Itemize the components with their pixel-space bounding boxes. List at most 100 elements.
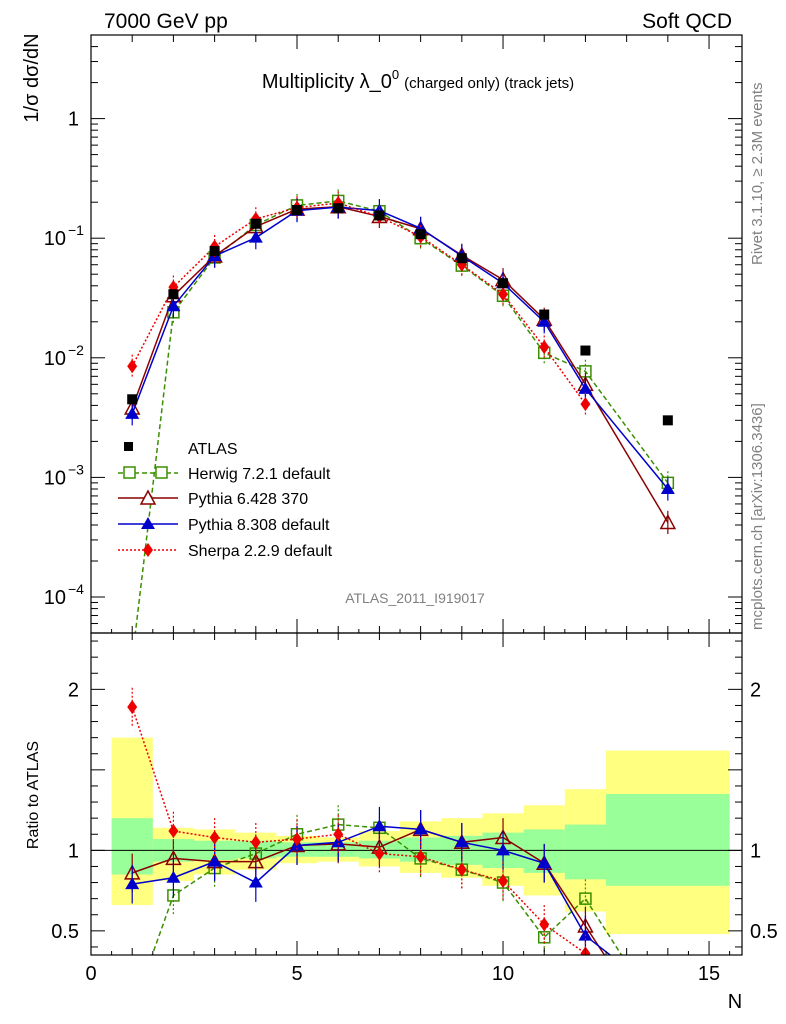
ratio-plot-area: 0 5 10 15 0.5 0.5 1 1 2 2 (51, 632, 778, 1017)
main-series-2 (123, 195, 677, 535)
plot-title: Multiplicity λ_00 (charged only) (track j… (262, 67, 574, 93)
header-right: Soft QCD (642, 10, 732, 33)
main-point-0-6 (374, 210, 385, 221)
ratio-series-4 (127, 687, 591, 955)
legend-entry-atlas: ATLAS (124, 441, 238, 458)
title-main: Multiplicity λ_0 (262, 71, 392, 93)
ratio-point-3-9 (496, 843, 511, 856)
ratio-ytick-label-r-2: 2 (750, 679, 761, 701)
main-line-4 (131, 202, 587, 405)
ratio-ytick-label-1: 1 (68, 840, 79, 862)
ratio-point-4-1 (168, 824, 179, 839)
main-ytick-label-1: 10 (44, 467, 66, 489)
main-point-0-4 (292, 205, 303, 216)
ratio-xtick-label-15: 15 (698, 963, 720, 985)
legend-marker-pythia8 (141, 517, 155, 529)
main-point-1-0 (127, 654, 138, 665)
legend-label-sherpa: Sherpa 2.2.9 default (188, 543, 333, 560)
legend-label-atlas: ATLAS (188, 441, 238, 458)
ratio-xtick-label-5: 5 (291, 963, 302, 985)
mcplots-label: mcplots.cern.ch [arXiv:1306.3436] (749, 403, 766, 630)
ratio-point-4-2 (209, 830, 220, 845)
legend-label-pythia8: Pythia 8.308 default (188, 517, 330, 534)
main-point-3-10 (537, 314, 552, 327)
main-point-0-3 (250, 218, 261, 229)
ratio-point-3-3 (248, 875, 263, 888)
ratio-point-4-7 (415, 849, 426, 864)
main-ytick-exp-1: −3 (68, 461, 84, 477)
legend-marker-pythia6 (139, 489, 157, 505)
main-point-0-12 (662, 415, 673, 426)
ratio-band-inner-12 (606, 794, 730, 886)
main-point-0-8 (456, 253, 467, 264)
ratio-point-4-3 (250, 835, 261, 850)
legend-marker-atlas (124, 442, 133, 451)
ratio-line-4 (131, 706, 586, 955)
main-series-0 (127, 203, 673, 426)
legend-label-pythia6: Pythia 6.428 370 (188, 491, 308, 508)
ratio-point-1-11 (579, 892, 592, 905)
legend-marker-sherpa (143, 543, 153, 557)
ratio-ytick-label-0.5: 0.5 (51, 921, 79, 943)
ratio-point-3-7 (413, 822, 428, 835)
ratio-point-3-2 (207, 854, 222, 867)
ratio-point-4-5 (333, 827, 344, 842)
ratio-point-3-10 (537, 856, 552, 869)
main-ylabel: 1/σ dσ/dN (21, 33, 43, 122)
main-point-3-0 (125, 406, 140, 419)
ratio-ytick-label-r-1: 1 (750, 840, 761, 862)
ratio-point-4-9 (498, 873, 509, 888)
main-point-0-1 (168, 289, 179, 300)
analysis-watermark: ATLAS_2011_I919017 (345, 590, 485, 606)
main-point-0-10 (539, 309, 550, 320)
ratio-point-4-4 (292, 832, 303, 847)
legend-label-herwig: Herwig 7.2.1 default (188, 466, 331, 483)
ratio-point-3-1 (166, 870, 181, 883)
ratio-ylabel: Ratio to ATLAS (25, 741, 42, 849)
main-point-4-9 (498, 287, 509, 302)
main-point-0-2 (209, 246, 220, 257)
main-ytick-exp-2: −2 (68, 342, 84, 358)
main-point-3-11 (578, 381, 593, 394)
main-point-4-0 (127, 359, 138, 374)
ratio-ytick-label-2: 2 (68, 679, 79, 701)
ratio-point-3-0 (125, 877, 140, 890)
main-point-2-12 (659, 513, 677, 530)
main-point-3-1 (166, 299, 181, 312)
ratio-point-4-8 (456, 862, 467, 877)
rivet-label: Rivet 3.1.10, ≥ 2.3M events (749, 83, 766, 266)
main-point-0-11 (580, 345, 591, 356)
ratio-point-1-0 (127, 1006, 138, 1017)
main-ytick-label-4: 1 (68, 109, 79, 131)
title-rest: (charged only) (track jets) (404, 75, 574, 92)
main-point-3-3 (248, 230, 263, 243)
main-point-4-11 (580, 397, 591, 412)
ratio-point-4-6 (374, 846, 385, 861)
ratio-frame (90, 632, 743, 956)
main-series-4 (127, 191, 591, 416)
main-point-0-7 (415, 229, 426, 240)
main-point-4-10 (539, 340, 550, 355)
ratio-xlabel: N (728, 991, 742, 1013)
ratio-xtick-label-10: 10 (492, 963, 514, 985)
main-point-0-9 (498, 278, 509, 289)
ratio-band-inner-11 (564, 824, 607, 880)
ratio-point-3-5 (331, 835, 346, 848)
main-ytick-label-3: 10 (44, 228, 66, 250)
header-left: 7000 GeV pp (104, 10, 228, 33)
ratio-point-3-8 (454, 835, 469, 848)
title-sup: 0 (392, 67, 399, 82)
legend-entry-sherpa: Sherpa 2.2.9 default (118, 543, 333, 560)
ratio-ytick-label-r-0.5: 0.5 (750, 921, 778, 943)
ratio-xtick-label-0: 0 (85, 963, 96, 985)
ratio-point-3-6 (372, 819, 387, 832)
legend-marker-herwig (123, 466, 136, 479)
ratio-point-4-0 (127, 700, 138, 715)
legend-entry-herwig: Herwig 7.2.1 default (118, 466, 331, 483)
main-ytick-exp-3: −1 (68, 222, 84, 238)
main-series-group (123, 189, 677, 665)
ratio-series-3 (125, 806, 612, 955)
main-point-0-0 (127, 394, 138, 405)
main-ytick-exp-0: −4 (68, 581, 84, 597)
